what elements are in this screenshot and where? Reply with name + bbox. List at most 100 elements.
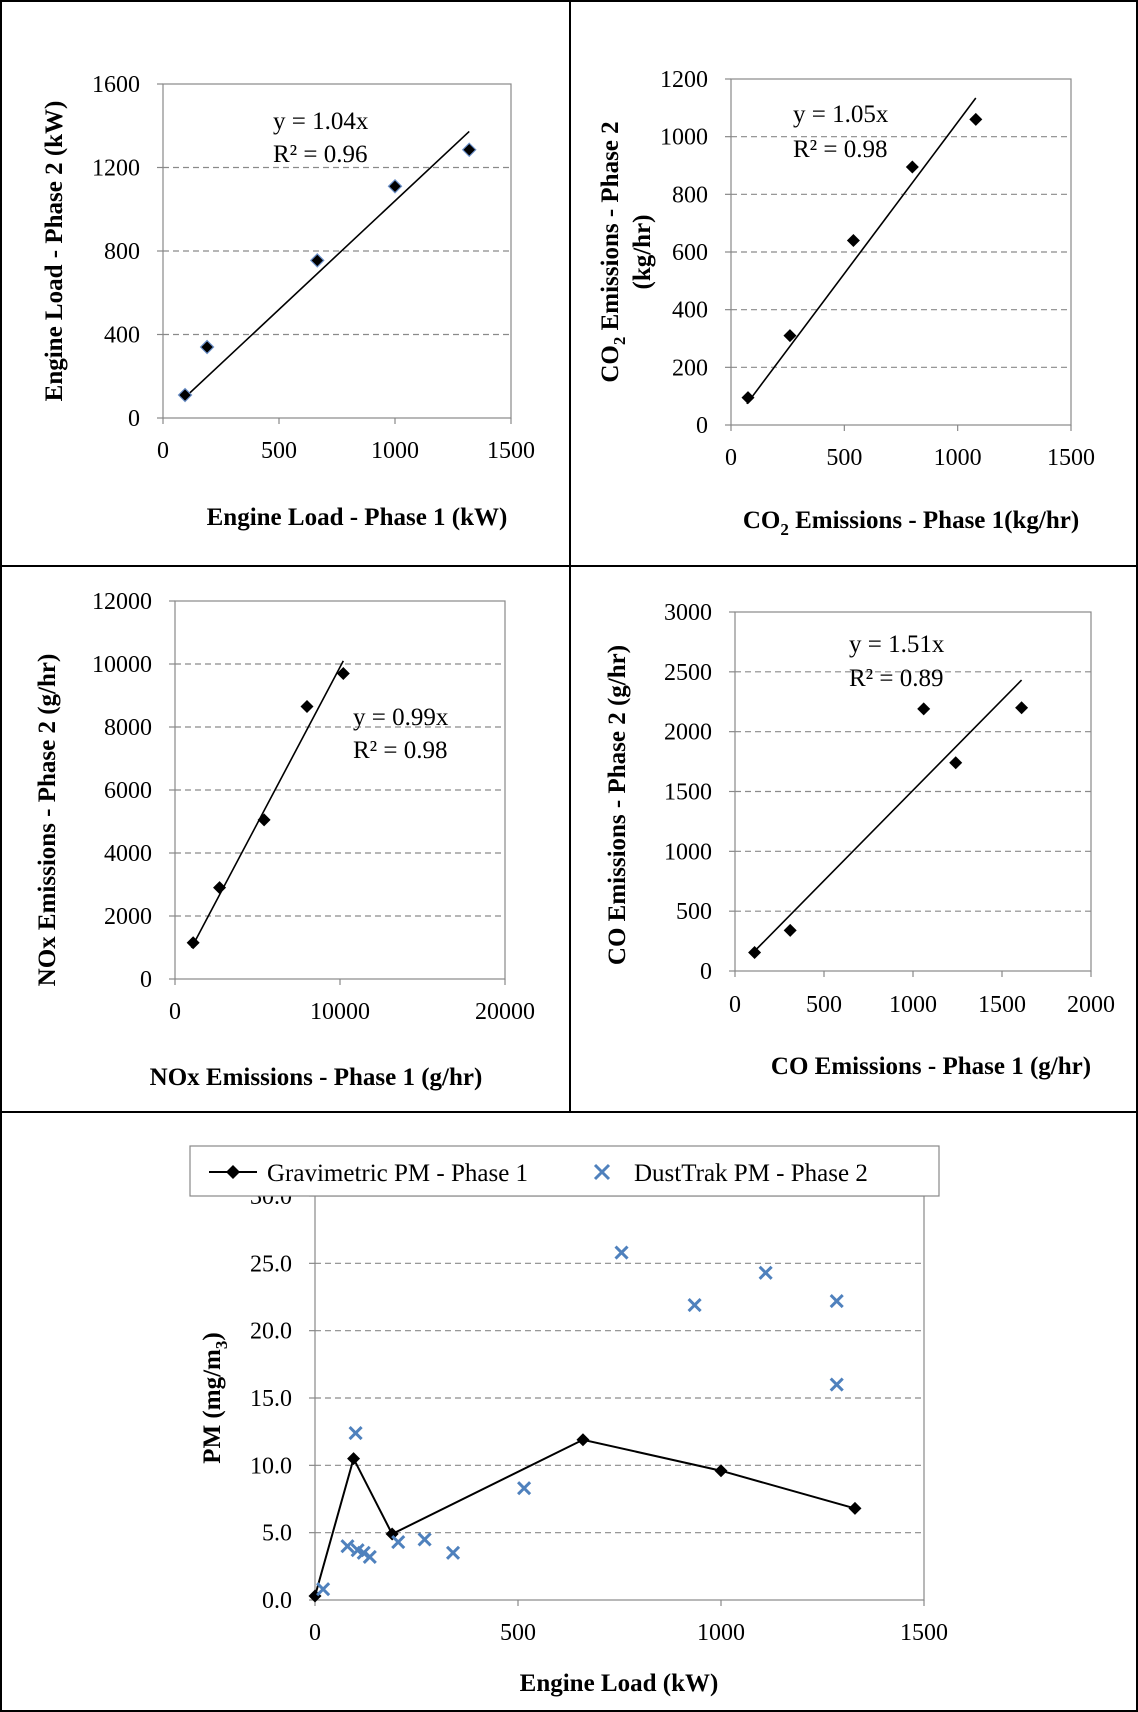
legend-label-dusttrak: DustTrak PM - Phase 2	[634, 1160, 868, 1187]
chart-engine-load: 0 400 800 1200 1600 0 500 1000 1500 y = 1.04x R²…	[41, 72, 535, 531]
chart-co-emissions: 0 500 1000 1500 2000 2500 3000 0 500 1000 1500 2000…	[604, 600, 1115, 1080]
x-tick-label: 0	[729, 992, 741, 1018]
x-axis-title: CO2 Emissions - Phase 1(kg/hr)	[743, 507, 1079, 539]
data-point-diamond	[576, 1433, 590, 1447]
y-axis-title-unit: (kg/hr)	[629, 215, 656, 290]
trendline-equation: y = 1.51x	[849, 631, 945, 658]
legend-x-swatch	[593, 1163, 611, 1181]
data-point-x	[362, 1549, 377, 1564]
data-point-diamond	[905, 160, 919, 174]
trendline	[190, 660, 345, 949]
y-axis-title: NOx Emissions - Phase 2 (g/hr)	[34, 654, 61, 987]
x-tick-label: 500	[826, 445, 862, 471]
y-tick-label: 200	[672, 355, 708, 381]
x-tick-label: 20000	[475, 999, 535, 1025]
x-tick-label: 500	[806, 992, 842, 1018]
x-axis-title: NOx Emissions - Phase 1 (g/hr)	[150, 1064, 483, 1091]
y-tick-label: 10.0	[250, 1453, 292, 1479]
x-tick-label: 1000	[371, 438, 419, 464]
y-axis-title: CO2 Emissions - Phase 2	[597, 121, 629, 382]
x-tick-label: 1500	[900, 1620, 948, 1646]
data-point-x	[340, 1539, 355, 1554]
data-point-x	[445, 1545, 461, 1560]
y-tick-label: 3000	[664, 600, 712, 626]
chart-co2-emissions: 0 200 400 600 800 1000 1200 0 500 1000 1500 y = 1.…	[597, 67, 1095, 539]
x-tick-label: 500	[500, 1620, 536, 1646]
data-point-x	[316, 1582, 331, 1597]
y-tick-label: 8000	[104, 715, 152, 741]
y-tick-label: 1000	[664, 839, 712, 865]
data-point-diamond	[741, 391, 755, 405]
data-point-x	[687, 1298, 702, 1313]
y-tick-label: 1500	[664, 780, 712, 806]
y-tick-label: 400	[672, 298, 708, 324]
data-point-diamond	[783, 329, 797, 343]
data-point-diamond	[461, 142, 477, 158]
y-tick-label: 2500	[664, 660, 712, 686]
legend-label-gravimetric: Gravimetric PM - Phase 1	[267, 1160, 528, 1187]
trendline-equation: y = 0.99x	[353, 704, 449, 731]
data-point-diamond	[199, 339, 215, 355]
chart-pm-vs-engine-load: 0.05.010.015.020.025.030.00 500 1000 1500 G…	[189, 1145, 948, 1697]
y-tick-label: 800	[672, 182, 708, 208]
y-tick-label: 6000	[104, 778, 152, 804]
x-axis-title: CO Emissions - Phase 1 (g/hr)	[771, 1053, 1091, 1080]
y-tick-label: 5.0	[262, 1521, 292, 1547]
data-point-diamond	[347, 1452, 361, 1466]
data-point-diamond	[300, 700, 314, 714]
y-tick-label: 2000	[104, 904, 152, 930]
y-tick-label: 0.0	[262, 1588, 292, 1614]
trendline-equation: y = 1.04x	[273, 108, 369, 135]
chart-gridlines	[315, 1262, 924, 1534]
y-tick-label: 800	[104, 239, 140, 265]
y-tick-label: 25.0	[250, 1251, 292, 1277]
x-tick-label: 1000	[889, 992, 937, 1018]
y-tick-label: 0	[696, 413, 708, 439]
x-tick-label: 1000	[697, 1620, 745, 1646]
data-point-diamond	[949, 756, 963, 770]
x-axis-title: Engine Load - Phase 1 (kW)	[207, 504, 508, 531]
x-tick-label: 0	[309, 1620, 321, 1646]
y-tick-label: 1200	[92, 156, 140, 182]
data-point-x	[829, 1377, 844, 1392]
data-point-diamond	[714, 1464, 728, 1478]
data-point-diamond	[969, 112, 983, 126]
x-axis-title: Engine Load (kW)	[520, 1670, 719, 1697]
data-point-x	[417, 1532, 432, 1547]
data-point-diamond	[387, 178, 403, 194]
x-tick-label: 1500	[1047, 445, 1095, 471]
y-tick-label: 4000	[104, 841, 152, 867]
chart-gridlines	[163, 166, 511, 336]
data-point-x	[614, 1245, 629, 1260]
y-axis-title: CO Emissions - Phase 2 (g/hr)	[604, 645, 631, 965]
data-point-x	[829, 1293, 844, 1309]
data-point-diamond	[1015, 701, 1029, 715]
y-tick-label: 1000	[660, 125, 708, 151]
trendline	[182, 130, 470, 400]
trendline	[746, 97, 977, 405]
data-point-x	[391, 1535, 406, 1550]
y-tick-label: 2000	[664, 720, 712, 746]
y-tick-label: 12000	[92, 589, 152, 615]
data-point-x	[517, 1481, 532, 1496]
legend: Gravimetric PM - Phase 1 DustTrak PM - P…	[189, 1145, 940, 1197]
data-point-x	[348, 1425, 363, 1441]
y-tick-label: 1200	[660, 67, 708, 93]
y-tick-label: 0	[700, 959, 712, 985]
chart-gridlines	[731, 136, 1071, 368]
y-tick-label: 1600	[92, 72, 140, 98]
data-point-diamond	[783, 923, 797, 937]
trendline	[750, 679, 1023, 956]
trendline-r2: R² = 0.98	[793, 136, 888, 163]
series-line-0	[314, 1438, 856, 1597]
legend-box	[189, 1145, 940, 1197]
y-tick-label: 20.0	[250, 1319, 292, 1345]
x-tick-label: 0	[169, 999, 181, 1025]
x-tick-label: 1500	[487, 438, 535, 464]
data-point-diamond	[917, 702, 931, 716]
chart-nox-emissions: 0 2000 4000 6000 8000 10000 12000 0 10000 20000 y…	[34, 589, 535, 1091]
data-point-diamond	[848, 1501, 862, 1515]
trendline-r2: R² = 0.98	[353, 737, 448, 764]
